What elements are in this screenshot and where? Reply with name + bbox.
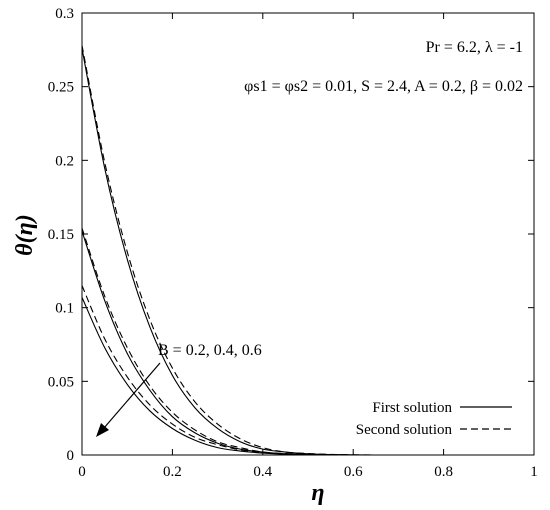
y-tick-label: 0.3 <box>55 6 74 22</box>
legend: First solution Second solution <box>356 400 512 438</box>
x-tick-label: 0 <box>78 464 86 480</box>
series-line-dashed-B0.6 <box>81 285 376 456</box>
x-tick-label: 0.6 <box>344 464 363 480</box>
x-tick-label: 0.2 <box>163 464 182 480</box>
arrow-head <box>96 423 109 437</box>
x-tick-label: 0.8 <box>434 464 453 480</box>
y-tick-label: 0.2 <box>55 153 74 169</box>
series-line-solid-B0.6 <box>81 297 376 456</box>
legend-label-solid: First solution <box>372 400 452 416</box>
y-tick-label: 0.05 <box>48 374 74 390</box>
y-tick-label: 0.1 <box>55 301 74 317</box>
y-tick-label: 0 <box>67 448 75 464</box>
legend-label-dashed: Second solution <box>356 422 453 438</box>
arrow-shaft <box>103 362 161 429</box>
x-axis-title: η <box>311 480 324 506</box>
direction-arrow <box>96 362 161 437</box>
params-annotation-line2: φs1 = φs2 = 0.01, S = 2.4, A = 0.2, β = … <box>244 78 523 95</box>
x-tick-label: 1 <box>530 464 538 480</box>
y-tick-label: 0.15 <box>48 227 74 243</box>
x-tick-label: 0.4 <box>253 464 272 480</box>
y-tick-label: 0.25 <box>48 80 74 96</box>
series-line-dashed-B0.4 <box>81 227 376 456</box>
arrow-annotation-label: B = 0.2, 0.4, 0.6 <box>158 342 262 359</box>
y-axis-title: θ(η) <box>12 214 38 256</box>
params-annotation-line1: Pr = 6.2, λ = -1 <box>426 39 523 56</box>
